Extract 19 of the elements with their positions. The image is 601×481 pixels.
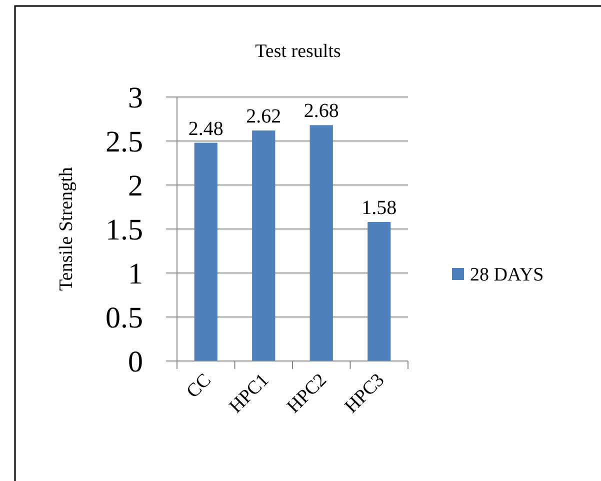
data-label: 1.58 [362, 196, 397, 219]
y-axis-title: Tensile Strength [56, 166, 77, 291]
data-label: 2.68 [304, 100, 339, 122]
data-label: 2.48 [188, 118, 224, 140]
y-tick-label: 0.5 [106, 302, 143, 334]
bar [310, 125, 333, 361]
y-tick-label: 2.5 [106, 126, 143, 158]
y-tick-label: 1.5 [106, 214, 143, 246]
bar [252, 130, 276, 361]
y-tick-label: 1 [128, 258, 143, 290]
y-tick-label: 2 [128, 170, 143, 202]
bar [368, 222, 391, 361]
legend-label: 28 DAYS [470, 264, 544, 286]
bar [194, 142, 218, 361]
data-label: 2.62 [246, 105, 282, 128]
x-tick-label: CC [182, 370, 216, 402]
chart-title: Test results [255, 41, 341, 62]
y-tick-label: 0 [128, 346, 143, 378]
y-tick-label: 3 [128, 82, 143, 114]
